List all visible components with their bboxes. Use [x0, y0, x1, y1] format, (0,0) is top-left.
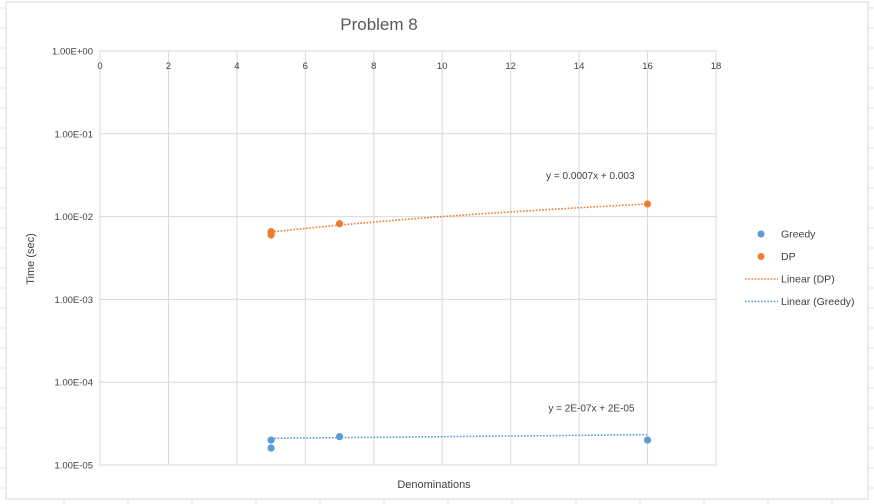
greedy-point[interactable]: [267, 444, 275, 452]
y-tick-label: 1.00E+00: [52, 47, 93, 58]
x-tick-label: 18: [711, 61, 722, 72]
x-tick-label: 6: [303, 61, 308, 72]
x-tick-label: 0: [97, 61, 102, 72]
x-tick-label: 10: [437, 61, 448, 72]
legend-label-linear-dp: Linear (DP): [781, 274, 835, 286]
greedy-point[interactable]: [267, 436, 275, 444]
trendlines: [271, 203, 648, 440]
dp-point[interactable]: [335, 220, 344, 228]
y-axis-title[interactable]: Time (sec): [25, 233, 37, 285]
x-axis-ticks: 0 2 4 6 8 10 12 14 16 18: [97, 61, 721, 72]
legend[interactable]: Greedy DP Linear (DP) Linear (Greedy): [745, 229, 855, 309]
x-tick-label: 12: [505, 61, 516, 72]
dp-point[interactable]: [643, 200, 652, 208]
data-points: [267, 200, 652, 452]
y-tick-label: 1.00E-03: [54, 295, 93, 306]
greedy-point[interactable]: [335, 433, 344, 441]
y-tick-label: 1.00E-04: [54, 378, 93, 389]
x-tick-label: 2: [166, 61, 171, 72]
y-axis-ticks: 1.00E+00 1.00E-01 1.00E-02 1.00E-03 1.00E-04…: [52, 47, 93, 472]
y-tick-label: 1.00E-02: [54, 212, 93, 223]
dp-trendline[interactable]: [271, 203, 648, 233]
dp-point[interactable]: [267, 231, 275, 239]
legend-label-linear-greedy: Linear (Greedy): [781, 296, 855, 308]
greedy-trendline-equation[interactable]: y = 2E-07x + 2E-05: [548, 404, 635, 415]
x-tick-label: 14: [574, 61, 585, 72]
greedy-trendline[interactable]: [271, 433, 648, 440]
legend-marker-dp: [757, 253, 765, 260]
x-tick-label: 4: [234, 61, 239, 72]
legend-label-dp: DP: [781, 251, 796, 263]
trendline-equations: y = 0.0007x + 0.003 y = 2E-07x + 2E-05: [546, 171, 635, 415]
chart-area[interactable]: [5, 1, 869, 500]
chart-title[interactable]: Problem 8: [340, 15, 417, 34]
legend-label-greedy: Greedy: [781, 229, 816, 241]
greedy-point[interactable]: [643, 436, 652, 444]
gridlines: [99, 50, 717, 466]
y-tick-label: 1.00E-05: [54, 461, 93, 472]
x-axis-title[interactable]: Denominations: [397, 479, 471, 491]
y-tick-label: 1.00E-01: [54, 129, 93, 140]
x-tick-label: 8: [371, 61, 376, 72]
x-tick-label: 16: [642, 61, 653, 72]
legend-marker-greedy: [757, 230, 765, 238]
dp-trendline-equation[interactable]: y = 0.0007x + 0.003: [546, 171, 635, 182]
